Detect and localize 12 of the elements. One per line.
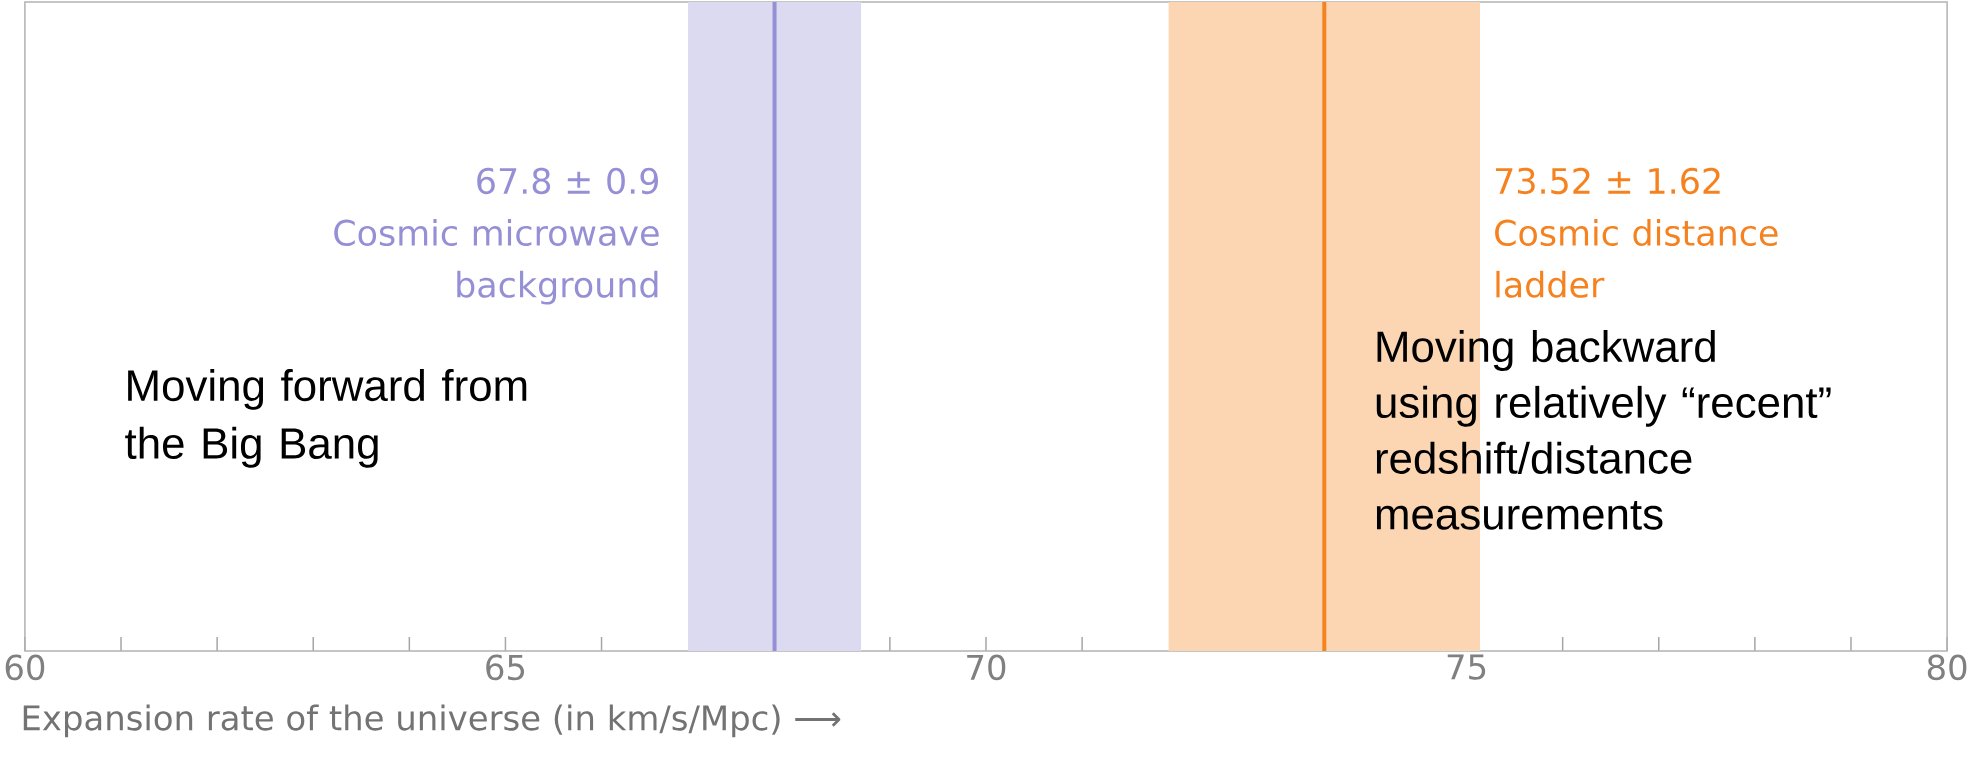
x-tick-label: 80 <box>1927 654 1967 681</box>
ref-line-label: 67.8 ± 0.9 <box>477 167 659 195</box>
x-tick-label: 75 <box>1447 654 1486 680</box>
x-tick-label: 70 <box>967 654 1006 681</box>
annotation: Cosmic microwave background <box>334 219 659 305</box>
annotation: Moving forward from the Big Bang <box>125 369 527 468</box>
x-tick-label: 65 <box>486 654 525 681</box>
x-axis-title: Expansion rate of the universe (in km/s/Mpc) ⟶ <box>23 704 841 738</box>
x-tick-label: 60 <box>5 654 45 681</box>
ref-line-label: 73.52 ± 1.62 <box>1495 167 1720 195</box>
annotation: Cosmic distance ladder <box>1495 219 1778 299</box>
annotation: Moving backward using relatively “recent” redshift/distance measurements <box>1376 330 1831 530</box>
